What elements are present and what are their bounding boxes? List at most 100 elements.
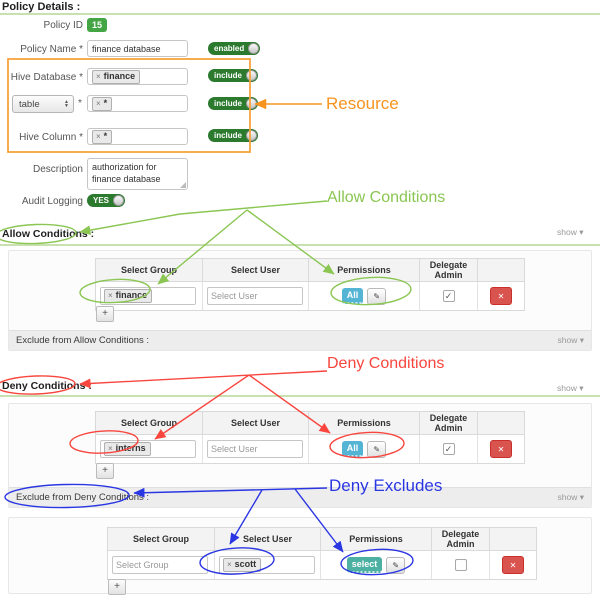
column-header-delegate-admin: Delegate Admin [420,412,478,435]
column-header-select-group: Select Group [108,528,215,551]
exclude-deny-bar[interactable]: Exclude from Deny Conditions : show ▾ [9,487,591,507]
tag-text: scott [234,559,257,569]
table-row-cell-permissions: All ✎ [309,282,420,310]
hive-column-include-toggle[interactable]: include [208,129,259,142]
deny-conditions-table: Select Group Select User Permissions Del… [95,411,525,464]
table-row-cell-delegate: ✓ [420,282,478,310]
group-tag[interactable]: × finance [104,289,153,303]
select-user-input[interactable]: Select User [207,287,303,305]
hive-column-tag[interactable]: × * [92,129,113,144]
tag-close-icon[interactable]: × [96,71,101,81]
add-deny-condition-button[interactable]: + [96,463,114,479]
permission-badge[interactable]: select [346,557,383,573]
add-allow-condition-button[interactable]: + [96,306,114,322]
audit-logging-toggle[interactable]: YES [87,194,126,207]
hive-column-label: Hive Column * [19,132,83,143]
column-header-permissions: Permissions [309,412,420,435]
deny-conditions-show-toggle[interactable]: show ▾ [557,383,584,393]
column-header-select-group: Select Group [96,412,203,435]
column-header-select-group: Select Group [96,259,203,282]
tag-close-icon[interactable]: × [108,291,113,300]
edit-permissions-button[interactable]: ✎ [386,556,406,574]
exclude-deny-label: Exclude from Deny Conditions : [16,492,150,503]
hive-database-label: Hive Database * [10,72,83,83]
hive-database-tag[interactable]: × finance [92,69,141,84]
exclude-allow-bar[interactable]: Exclude from Allow Conditions : show ▾ [9,330,591,350]
select-user-input[interactable]: × scott [219,556,315,574]
delete-row-button[interactable]: ✕ [490,440,512,458]
toggle-knob [248,43,260,54]
deny-conditions-underline [0,395,600,397]
toggle-knob [246,98,258,109]
exclude-deny-show-toggle[interactable]: show ▾ [557,492,584,502]
include-toggle-label: include [214,131,243,140]
table-input[interactable]: × * [87,95,188,112]
table-row-cell-user: × scott [215,551,321,579]
delegate-admin-checkbox[interactable]: ✓ [442,290,455,302]
description-label: Description [32,164,83,175]
select-user-placeholder: Select User [211,291,258,301]
permission-badge[interactable]: All [341,288,364,304]
add-deny-exclude-button[interactable]: + [108,579,126,595]
user-tag[interactable]: × scott [223,558,262,572]
permission-badge[interactable]: All [341,441,364,457]
select-group-input[interactable]: Select Group [112,556,208,574]
toggle-knob [246,130,258,141]
delete-row-button[interactable]: ✕ [502,556,524,574]
allow-conditions-show-toggle[interactable]: show ▾ [557,227,584,237]
column-header-delegate-admin: Delegate Admin [420,259,478,282]
toggle-knob [246,70,258,81]
column-header-actions [478,259,524,282]
policy-enabled-toggle[interactable]: enabled [208,42,261,55]
allow-conditions-table: Select Group Select User Permissions Del… [95,258,525,311]
table-row-cell-user: Select User [203,282,309,310]
policy-id-label: Policy ID [43,20,83,31]
table-row-cell-delete: ✕ [490,551,536,579]
toggle-knob [113,195,125,206]
resize-grip-icon[interactable] [180,182,186,188]
delete-row-button[interactable]: ✕ [490,287,512,305]
select-group-placeholder: Select Group [116,560,169,570]
delegate-admin-checkbox[interactable] [454,559,467,571]
description-textarea[interactable]: authorization for finance database [87,158,188,190]
table-tag[interactable]: × * [92,96,113,111]
audit-toggle-label: YES [93,196,110,205]
table-row-cell-group: × interns [96,435,203,463]
edit-permissions-button[interactable]: ✎ [367,440,387,458]
deny-exclude-panel: Select Group Select User Permissions Del… [8,517,592,595]
hive-database-include-toggle[interactable]: include [208,69,259,82]
column-header-actions [490,528,536,551]
annotation-allow-conditions: Allow Conditions [327,189,446,206]
delegate-admin-checkbox[interactable]: ✓ [442,443,455,455]
table-row-cell-delegate: ✓ [420,435,478,463]
edit-permissions-button[interactable]: ✎ [367,287,387,305]
tag-close-icon[interactable]: × [227,560,232,569]
table-row-cell-permissions: select ✎ [321,551,432,579]
pencil-icon: ✎ [373,444,381,454]
delete-icon: ✕ [497,444,505,454]
pencil-icon: ✎ [392,560,400,570]
tag-close-icon[interactable]: × [96,131,101,141]
column-header-select-user: Select User [215,528,321,551]
hive-database-input[interactable]: × finance [87,68,188,85]
table-include-toggle[interactable]: include [208,97,259,110]
allow-conditions-panel: Select Group Select User Permissions Del… [8,250,592,351]
select-user-placeholder: Select User [211,444,258,454]
policy-name-label: Policy Name * [20,44,83,55]
table-row-cell-delete: ✕ [478,435,524,463]
exclude-allow-show-toggle[interactable]: show ▾ [557,335,584,345]
resource-type-select[interactable]: table ▲ ▼ [12,95,74,113]
select-user-input[interactable]: Select User [207,440,303,458]
tag-close-icon[interactable]: × [108,444,113,453]
policy-name-input[interactable]: finance database [87,40,188,57]
allow-conditions-title: Allow Conditions : [2,228,95,240]
select-group-input[interactable]: × finance [100,287,196,305]
table-row-cell-permissions: All ✎ [309,435,420,463]
deny-exclude-table: Select Group Select User Permissions Del… [107,527,537,580]
tag-close-icon[interactable]: × [96,98,101,108]
annotation-deny-excludes: Deny Excludes [329,476,443,495]
group-tag[interactable]: × interns [104,442,151,456]
hive-column-input[interactable]: × * [87,128,188,145]
select-group-input[interactable]: × interns [100,440,196,458]
